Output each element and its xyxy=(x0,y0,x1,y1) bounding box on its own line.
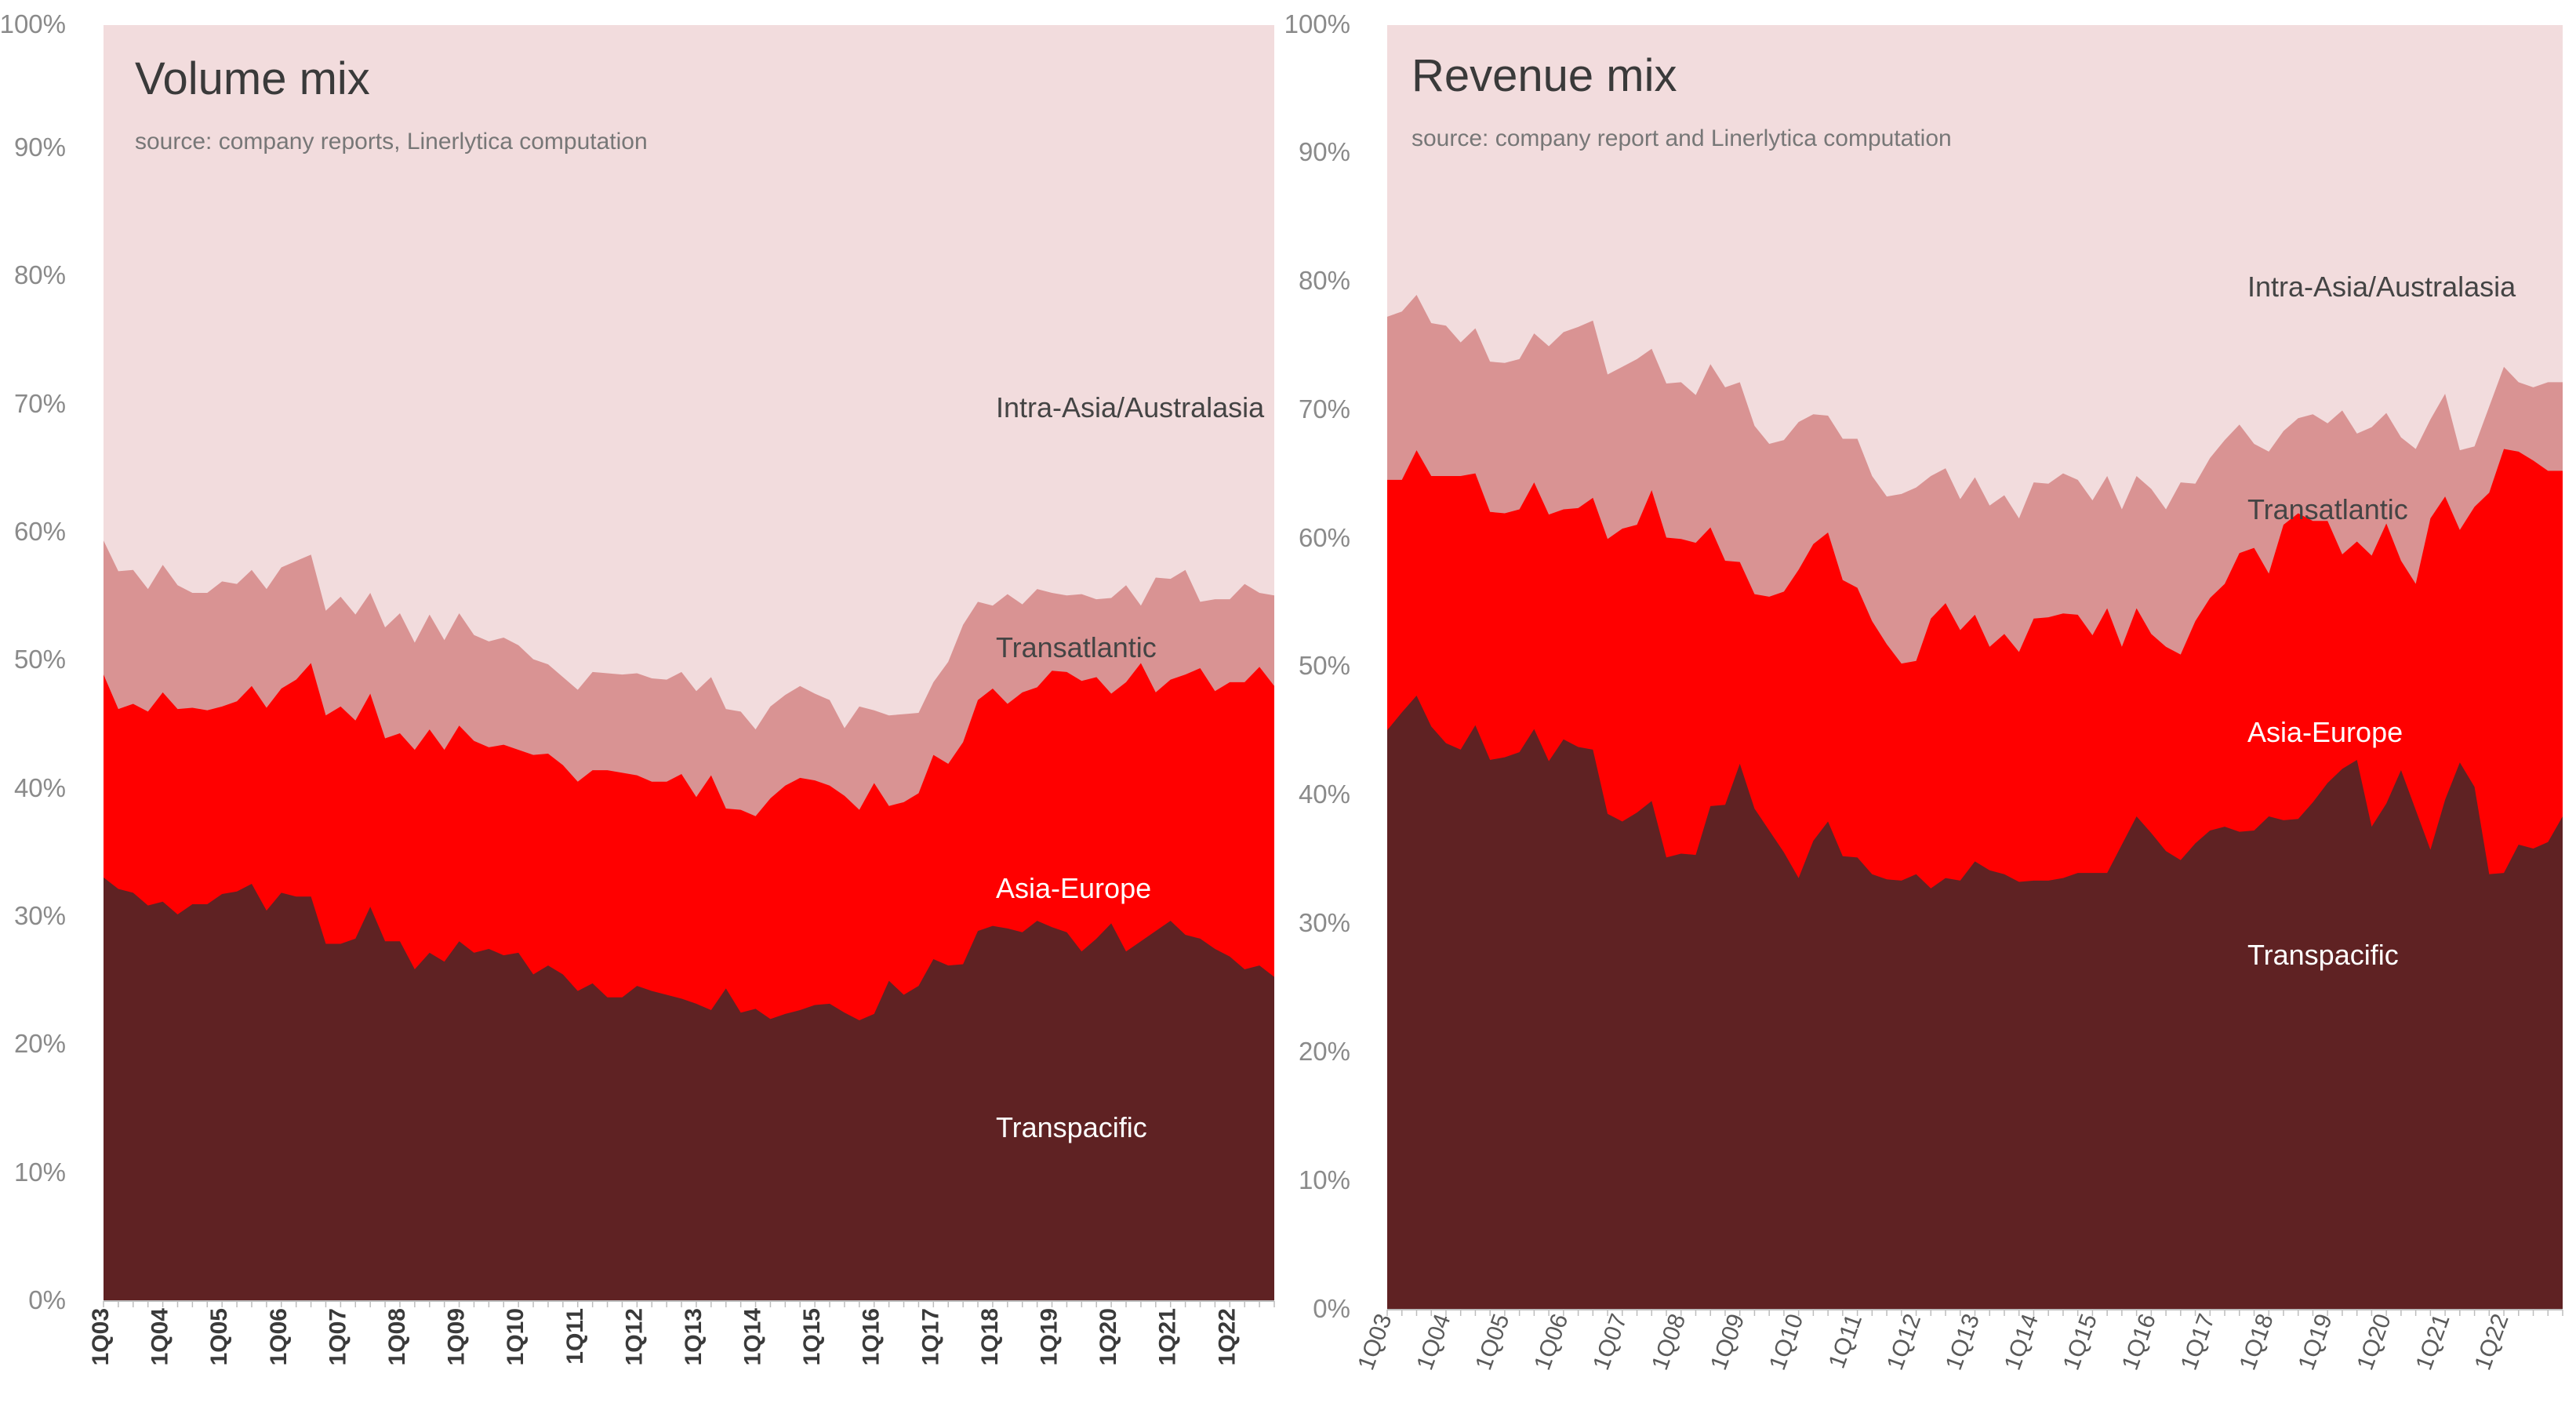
volume-x-tick-label: 1Q17 xyxy=(917,1308,943,1365)
revenue-x-tick-label: 1Q15 xyxy=(2058,1310,2102,1373)
volume-x-tick-label: 1Q07 xyxy=(325,1308,351,1365)
volume-x-tick-label: 1Q05 xyxy=(206,1308,232,1365)
volume-y-tick-10: 10% xyxy=(14,1158,66,1187)
revenue-x-tick-label: 1Q11 xyxy=(1824,1310,1867,1372)
volume-y-tick-90: 90% xyxy=(14,133,66,162)
revenue-x-tick-label: 1Q06 xyxy=(1529,1310,1573,1373)
volume-y-tick-50: 50% xyxy=(14,645,66,674)
volume-y-tick-0: 0% xyxy=(28,1285,66,1314)
volume-mix-x-axis: 1Q03 1Q04 1Q05 1Q06 1Q07 1Q08 1Q09 1Q10 1Q11 1Q12… xyxy=(88,1300,1275,1366)
volume-area-transpacific xyxy=(104,877,1274,1301)
revenue-x-tick-label: 1Q22 xyxy=(2470,1310,2514,1373)
volume-x-tick-label: 1Q12 xyxy=(621,1308,647,1365)
volume-mix-y-axis: 0% 10% 20% 30% 40% 50% 60% 70% 80% 90% 1… xyxy=(0,9,66,1314)
revenue-label-transatlantic: Transatlantic xyxy=(2247,493,2408,525)
volume-x-tick-label: 1Q20 xyxy=(1095,1308,1121,1365)
revenue-area-transpacific xyxy=(1387,696,2563,1310)
volume-y-tick-20: 20% xyxy=(14,1029,66,1058)
volume-x-tick-label: 1Q06 xyxy=(266,1308,292,1365)
revenue-x-tick-label: 1Q13 xyxy=(1941,1310,1985,1373)
revenue-y-tick-100: 100% xyxy=(1284,9,1350,38)
revenue-x-tick-label: 1Q08 xyxy=(1647,1310,1691,1373)
volume-x-tick-label: 1Q08 xyxy=(384,1308,410,1365)
volume-label-asia-europe: Asia-Europe xyxy=(996,872,1151,904)
volume-label-transatlantic: Transatlantic xyxy=(996,631,1157,663)
volume-x-tick-label: 1Q15 xyxy=(799,1308,825,1365)
volume-x-tick-label: 1Q10 xyxy=(503,1308,529,1365)
volume-mix-subtitle: source: company reports, Linerlytica com… xyxy=(135,129,648,154)
volume-label-intra-asia: Intra-Asia/Australasia xyxy=(996,391,1265,423)
revenue-x-tick-label: 1Q20 xyxy=(2353,1310,2396,1373)
volume-y-tick-30: 30% xyxy=(14,901,66,930)
revenue-x-tick-label: 1Q07 xyxy=(1588,1310,1632,1373)
revenue-mix-subtitle: source: company report and Linerlytica c… xyxy=(1412,125,1952,151)
volume-x-tick-label: 1Q13 xyxy=(681,1308,707,1365)
revenue-x-tick-label: 1Q21 xyxy=(2411,1310,2455,1373)
volume-x-tick-label: 1Q16 xyxy=(859,1308,885,1365)
volume-y-tick-40: 40% xyxy=(14,773,66,802)
volume-y-tick-80: 80% xyxy=(14,260,66,289)
revenue-x-tick-label: 1Q03 xyxy=(1353,1310,1397,1373)
revenue-label-transpacific: Transpacific xyxy=(2247,939,2399,971)
revenue-mix-chart: 0% 10% 20% 30% 40% 50% 60% 70% 80% 90% 1… xyxy=(1284,9,2563,1373)
revenue-y-tick-20: 20% xyxy=(1299,1037,1350,1066)
revenue-x-tick-label: 1Q18 xyxy=(2235,1310,2279,1373)
revenue-mix-title: Revenue mix xyxy=(1412,50,1677,101)
revenue-mix-y-axis: 0% 10% 20% 30% 40% 50% 60% 70% 80% 90% 1… xyxy=(1284,9,1350,1323)
revenue-x-tick-label: 1Q10 xyxy=(1764,1310,1808,1373)
revenue-y-tick-50: 50% xyxy=(1299,651,1350,680)
revenue-mix-areas xyxy=(1387,25,2563,1310)
revenue-x-tick-label: 1Q17 xyxy=(2176,1310,2220,1373)
volume-x-tick-label: 1Q21 xyxy=(1155,1308,1181,1365)
volume-mix-chart: 0% 10% 20% 30% 40% 50% 60% 70% 80% 90% 1… xyxy=(0,9,1275,1366)
volume-y-tick-60: 60% xyxy=(14,517,66,546)
revenue-y-tick-80: 80% xyxy=(1299,266,1350,295)
revenue-x-tick-label: 1Q19 xyxy=(2294,1310,2338,1373)
revenue-label-intra-asia: Intra-Asia/Australasia xyxy=(2247,271,2516,303)
revenue-label-asia-europe: Asia-Europe xyxy=(2247,716,2403,748)
volume-x-tick-label: 1Q19 xyxy=(1037,1308,1063,1365)
volume-y-tick-70: 70% xyxy=(14,389,66,418)
revenue-y-tick-90: 90% xyxy=(1299,137,1350,166)
volume-label-transpacific: Transpacific xyxy=(996,1111,1147,1143)
revenue-y-tick-40: 40% xyxy=(1299,780,1350,809)
revenue-y-tick-70: 70% xyxy=(1299,394,1350,423)
revenue-x-tick-label: 1Q04 xyxy=(1412,1310,1455,1373)
revenue-y-tick-0: 0% xyxy=(1313,1294,1350,1323)
revenue-mix-x-axis: 1Q03 1Q04 1Q05 1Q06 1Q07 1Q08 1Q09 1Q10 1Q11 1Q12… xyxy=(1353,1309,2563,1373)
revenue-y-tick-10: 10% xyxy=(1299,1165,1350,1194)
volume-y-tick-100: 100% xyxy=(0,9,66,38)
revenue-x-tick-label: 1Q12 xyxy=(1882,1310,1926,1373)
revenue-y-tick-60: 60% xyxy=(1299,523,1350,552)
volume-mix-title: Volume mix xyxy=(135,53,370,104)
volume-x-tick-label: 1Q11 xyxy=(562,1308,588,1365)
volume-x-tick-label: 1Q22 xyxy=(1214,1308,1240,1365)
volume-x-tick-label: 1Q04 xyxy=(147,1308,173,1366)
revenue-x-tick-label: 1Q05 xyxy=(1470,1310,1514,1373)
volume-x-tick-label: 1Q18 xyxy=(977,1308,1003,1365)
revenue-x-tick-label: 1Q09 xyxy=(1706,1310,1749,1373)
volume-x-tick-label: 1Q14 xyxy=(740,1308,766,1366)
volume-x-tick-label: 1Q09 xyxy=(444,1308,470,1365)
revenue-x-tick-label: 1Q16 xyxy=(2117,1310,2161,1373)
revenue-y-tick-30: 30% xyxy=(1299,908,1350,937)
volume-x-tick-label: 1Q03 xyxy=(88,1308,114,1365)
volume-mix-areas xyxy=(104,25,1274,1301)
revenue-x-tick-label: 1Q14 xyxy=(2000,1310,2044,1373)
